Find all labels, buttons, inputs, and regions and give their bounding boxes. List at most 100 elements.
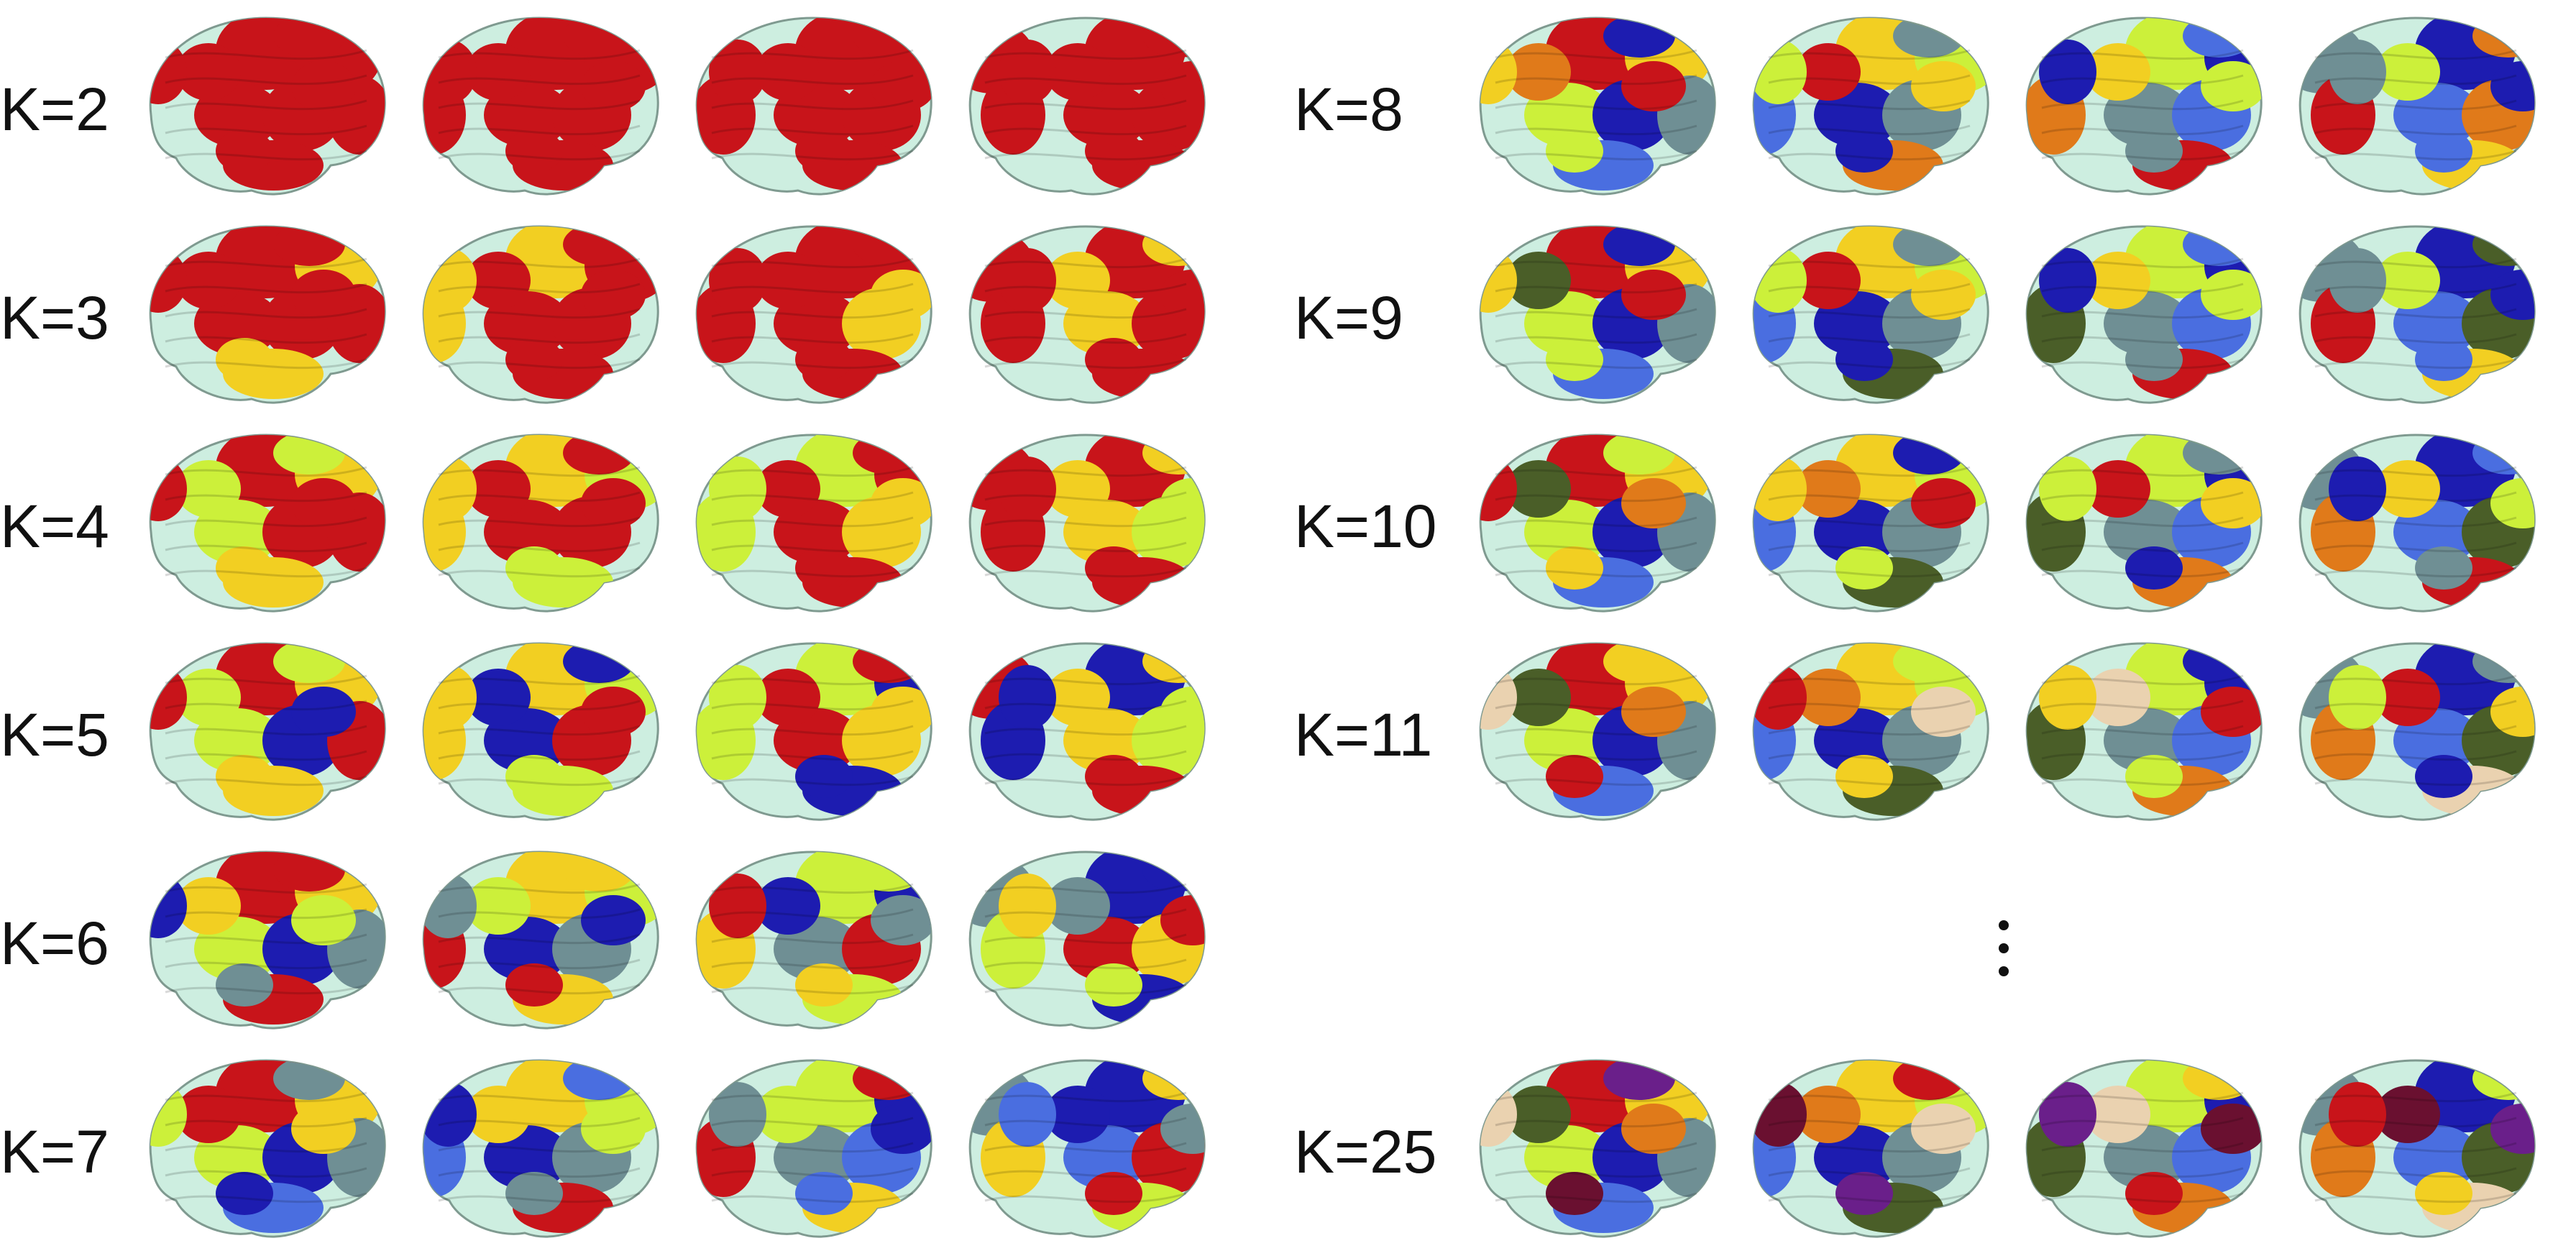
brain-right-3-0 xyxy=(1467,633,1725,834)
parcel-yellow xyxy=(2201,478,2262,528)
sulcus-line xyxy=(2314,491,2517,503)
parcel-red xyxy=(581,478,646,528)
k-label-left-5: K=7 xyxy=(0,1118,109,1186)
parcel-olive xyxy=(2472,226,2535,266)
parcel-lime xyxy=(1160,687,1205,737)
sulcus-line xyxy=(2314,775,2517,787)
ellipsis-vertical xyxy=(1999,920,2013,989)
parcel-red xyxy=(505,338,563,381)
parcel-yellow xyxy=(2490,687,2535,737)
parcel-lime xyxy=(2375,43,2440,101)
parcel-red xyxy=(853,1060,925,1100)
parcel-lime xyxy=(2201,270,2262,320)
parcel-orange xyxy=(1796,669,1861,726)
parcel-yellow xyxy=(1142,435,1205,475)
parcel-red xyxy=(505,129,563,173)
parcel-orange xyxy=(1506,43,1571,101)
sulcus-line xyxy=(165,908,367,920)
parcel-lime xyxy=(273,435,345,475)
parcel-darkblue xyxy=(1142,852,1205,891)
sulcus-line xyxy=(2314,49,2517,60)
parcel-lime xyxy=(1754,40,1807,104)
parcel-red xyxy=(756,43,820,101)
parcel-lime xyxy=(1754,248,1807,313)
sulcus-line xyxy=(438,958,641,970)
parcel-red xyxy=(2086,460,2150,518)
sulcus-line xyxy=(984,908,1187,920)
sulcus-line xyxy=(2314,124,2517,136)
sulcus-line xyxy=(984,984,1187,995)
parcel-yellow xyxy=(2375,460,2440,518)
sulcus-line xyxy=(1495,567,1697,578)
sulcus-line xyxy=(984,674,1187,686)
sulcus-line xyxy=(984,933,1187,945)
sulcus-line xyxy=(1768,1192,1971,1204)
sulcus-line xyxy=(438,333,641,344)
parcel-maroon xyxy=(1546,1172,1603,1215)
sulcus-line xyxy=(1768,674,1971,686)
k-label-right-0: K=8 xyxy=(1294,75,1403,143)
sulcus-line xyxy=(1768,1167,1971,1178)
parcel-red xyxy=(1160,61,1205,111)
sulcus-line xyxy=(1495,358,1697,370)
brain-left-3-1 xyxy=(410,633,669,834)
sulcus-line xyxy=(2041,1167,2244,1178)
parcel-darkblue xyxy=(1045,1086,1110,1143)
parcel-red xyxy=(1142,18,1205,58)
parcel-yellow xyxy=(2039,665,2096,730)
brain-right-4-1 xyxy=(1740,1050,1999,1251)
parcel-red xyxy=(1621,270,1686,320)
brain-right-3-1 xyxy=(1740,633,1999,834)
brain-left-2-1 xyxy=(410,424,669,625)
sulcus-line xyxy=(711,1167,914,1178)
sulcus-line xyxy=(2041,725,2244,736)
brain-right-1-0 xyxy=(1467,216,1725,417)
brain-left-5-3 xyxy=(956,1050,1215,1251)
parcel-red xyxy=(756,252,820,309)
brain-left-1-1 xyxy=(410,216,669,417)
parcel-beige xyxy=(1911,687,1976,737)
sulcus-line xyxy=(2041,1192,2244,1204)
brain-left-0-1 xyxy=(410,7,669,208)
sulcus-line xyxy=(711,674,914,686)
sulcus-line xyxy=(984,124,1187,136)
parcel-maroon xyxy=(1754,1082,1807,1147)
parcel-yellow xyxy=(216,338,273,381)
parcel-darkblue xyxy=(2039,40,2096,104)
sulcus-line xyxy=(711,257,914,269)
sulcus-line xyxy=(711,908,914,920)
parcel-maroon xyxy=(2375,1086,2440,1143)
parcel-yellow xyxy=(291,1104,356,1154)
sulcus-line xyxy=(438,567,641,578)
parcel-yellow xyxy=(423,457,477,521)
parcel-red xyxy=(273,226,345,266)
parcel-lime xyxy=(2125,755,2183,798)
sulcus-line xyxy=(165,883,367,894)
sulcus-line xyxy=(1768,333,1971,344)
parcel-darkblue xyxy=(795,755,853,798)
parcel-red xyxy=(581,61,646,111)
sulcus-line xyxy=(438,674,641,686)
sulcus-line xyxy=(711,984,914,995)
parcel-purple xyxy=(1835,1172,1893,1215)
sulcus-line xyxy=(984,308,1187,319)
parcel-red xyxy=(176,43,241,101)
parcel-lime xyxy=(1160,478,1205,528)
parcel-slate xyxy=(2125,338,2183,381)
parcel-darkblue xyxy=(581,895,646,945)
sulcus-line xyxy=(2041,99,2244,111)
sulcus-line xyxy=(165,99,367,111)
sulcus-line xyxy=(438,725,641,736)
sulcus-line xyxy=(711,725,914,736)
parcel-purple xyxy=(1603,1060,1675,1100)
sulcus-line xyxy=(1768,775,1971,787)
parcel-lime xyxy=(709,457,766,521)
sulcus-line xyxy=(2041,466,2244,477)
brain-left-0-2 xyxy=(683,7,942,208)
sulcus-line xyxy=(438,358,641,370)
sulcus-line xyxy=(2041,491,2244,503)
sulcus-line xyxy=(984,700,1187,711)
sulcus-line xyxy=(2314,750,2517,761)
sulcus-line xyxy=(165,958,367,970)
parcel-orange xyxy=(1796,1086,1861,1143)
